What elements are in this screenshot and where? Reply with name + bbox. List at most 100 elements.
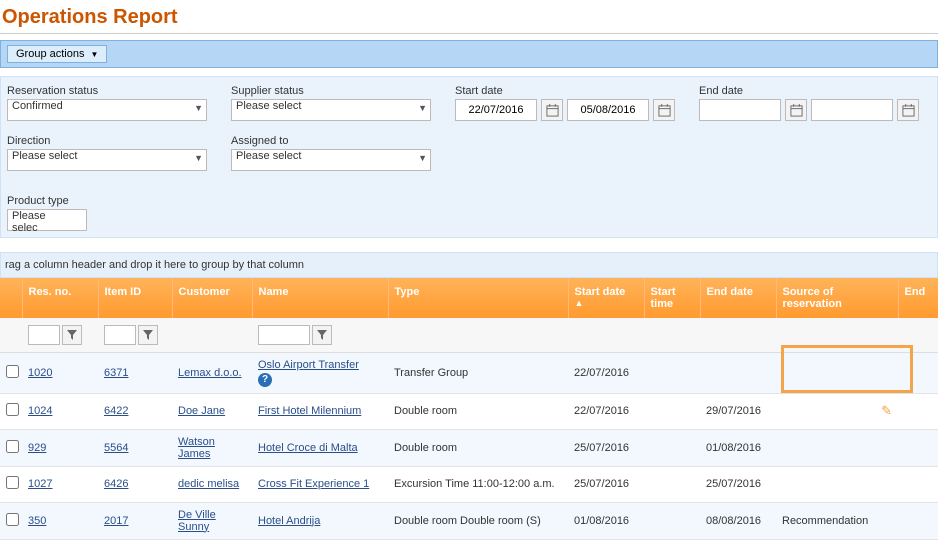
col-header-start-date[interactable]: Start date▲: [568, 278, 644, 318]
direction-select[interactable]: Please select: [7, 149, 207, 171]
source-cell: ✎: [776, 393, 898, 429]
start-date-from-input[interactable]: [455, 99, 537, 121]
name-link[interactable]: Cross Fit Experience 1: [258, 478, 369, 490]
results-table: Res. no. Item ID Customer Name Type Star…: [0, 278, 938, 540]
row-checkbox[interactable]: [6, 513, 19, 526]
funnel-icon: [143, 330, 153, 340]
type-cell: Transfer Group: [388, 352, 568, 393]
source-cell: [776, 429, 898, 466]
filters-panel: Reservation status Confirmed ▼ Direction…: [0, 76, 938, 238]
customer-link[interactable]: De Ville Sunny: [178, 509, 216, 533]
calendar-icon: [546, 104, 559, 117]
end-date-to-input[interactable]: [811, 99, 893, 121]
funnel-icon: [317, 330, 327, 340]
type-cell: Double room: [388, 393, 568, 429]
start-time-cell: [644, 352, 700, 393]
start-date-cell: 22/07/2016: [568, 393, 644, 429]
col-header-customer[interactable]: Customer: [172, 278, 252, 318]
supplier-status-select[interactable]: Please select: [231, 99, 431, 121]
col-header-start-time[interactable]: Start time: [644, 278, 700, 318]
table-filter-row: [0, 318, 938, 352]
group-actions-button[interactable]: Group actions ▼: [7, 45, 107, 63]
res-no-link[interactable]: 1024: [28, 405, 52, 417]
supplier-status-label: Supplier status: [231, 85, 431, 97]
res-no-link[interactable]: 350: [28, 515, 46, 527]
start-date-cell: 25/07/2016: [568, 466, 644, 502]
name-link[interactable]: Hotel Andrija: [258, 515, 320, 527]
source-cell: Recommendation: [776, 502, 898, 539]
page-title: Operations Report: [0, 0, 938, 34]
name-link[interactable]: Hotel Croce di Malta: [258, 442, 358, 454]
calendar-button[interactable]: [897, 99, 919, 121]
res-no-link[interactable]: 929: [28, 442, 46, 454]
start-time-cell: [644, 429, 700, 466]
start-date-label: Start date: [455, 85, 675, 97]
calendar-button[interactable]: [653, 99, 675, 121]
col-header-checkbox[interactable]: [0, 278, 22, 318]
group-by-hint[interactable]: rag a column header and drop it here to …: [0, 252, 938, 278]
start-date-cell: 22/07/2016: [568, 352, 644, 393]
item-id-link[interactable]: 5564: [104, 442, 128, 454]
row-checkbox[interactable]: [6, 365, 19, 378]
filter-button[interactable]: [138, 325, 158, 345]
start-time-cell: [644, 393, 700, 429]
item-id-link[interactable]: 2017: [104, 515, 128, 527]
col-header-res-no[interactable]: Res. no.: [22, 278, 98, 318]
table-row: 1020 6371 Lemax d.o.o. Oslo Airport Transfe…: [0, 352, 938, 393]
end-date-cell: 08/08/2016: [700, 502, 776, 539]
product-type-label: Product type: [7, 195, 87, 207]
res-no-link[interactable]: 1020: [28, 367, 52, 379]
start-time-cell: [644, 502, 700, 539]
filter-name-input[interactable]: [258, 325, 310, 345]
item-id-link[interactable]: 6426: [104, 478, 128, 490]
assigned-to-select[interactable]: Please select: [231, 149, 431, 171]
calendar-icon: [902, 104, 915, 117]
customer-link[interactable]: Watson James: [178, 436, 215, 460]
start-date-to-input[interactable]: [567, 99, 649, 121]
calendar-button[interactable]: [541, 99, 563, 121]
end-date-cell: 29/07/2016: [700, 393, 776, 429]
help-icon[interactable]: ?: [258, 373, 272, 387]
customer-link[interactable]: Lemax d.o.o.: [178, 367, 242, 379]
table-row: 350 2017 De Ville Sunny Hotel Andrija Double…: [0, 502, 938, 539]
filter-res-no-input[interactable]: [28, 325, 60, 345]
source-cell: [776, 352, 898, 393]
customer-link[interactable]: Doe Jane: [178, 405, 225, 417]
type-cell: Excursion Time 11:00-12:00 a.m.: [388, 466, 568, 502]
reservation-status-label: Reservation status: [7, 85, 207, 97]
table-header-row: Res. no. Item ID Customer Name Type Star…: [0, 278, 938, 318]
calendar-button[interactable]: [785, 99, 807, 121]
col-header-source[interactable]: Source of reservation: [776, 278, 898, 318]
filter-item-id-input[interactable]: [104, 325, 136, 345]
end-date-from-input[interactable]: [699, 99, 781, 121]
row-checkbox[interactable]: [6, 403, 19, 416]
col-header-end-date[interactable]: End date: [700, 278, 776, 318]
pencil-icon[interactable]: ✎: [881, 403, 892, 419]
sort-asc-icon: ▲: [575, 298, 638, 308]
col-header-end[interactable]: End: [898, 278, 938, 318]
col-header-type[interactable]: Type: [388, 278, 568, 318]
table-row: 1027 6426 dedic melisa Cross Fit Experience…: [0, 466, 938, 502]
item-id-link[interactable]: 6422: [104, 405, 128, 417]
start-time-cell: [644, 466, 700, 502]
table-row: 9295564Watson JamesHotel Croce di MaltaD…: [0, 429, 938, 466]
end-date-cell: 25/07/2016: [700, 466, 776, 502]
customer-link[interactable]: dedic melisa: [178, 478, 239, 490]
toolbar: Group actions ▼: [0, 40, 938, 68]
col-header-item-id[interactable]: Item ID: [98, 278, 172, 318]
group-actions-label: Group actions: [16, 48, 84, 60]
col-header-name[interactable]: Name: [252, 278, 388, 318]
reservation-status-select[interactable]: Confirmed: [7, 99, 207, 121]
res-no-link[interactable]: 1027: [28, 478, 52, 490]
filter-button[interactable]: [62, 325, 82, 345]
name-link[interactable]: Oslo Airport Transfer: [258, 359, 359, 371]
item-id-link[interactable]: 6371: [104, 367, 128, 379]
filter-button[interactable]: [312, 325, 332, 345]
row-checkbox[interactable]: [6, 440, 19, 453]
name-link[interactable]: First Hotel Milennium: [258, 405, 361, 417]
row-checkbox[interactable]: [6, 476, 19, 489]
type-cell: Double room Double room (S): [388, 502, 568, 539]
source-cell: [776, 466, 898, 502]
chevron-down-icon: ▼: [90, 50, 98, 59]
product-type-select[interactable]: Please selec: [7, 209, 87, 231]
